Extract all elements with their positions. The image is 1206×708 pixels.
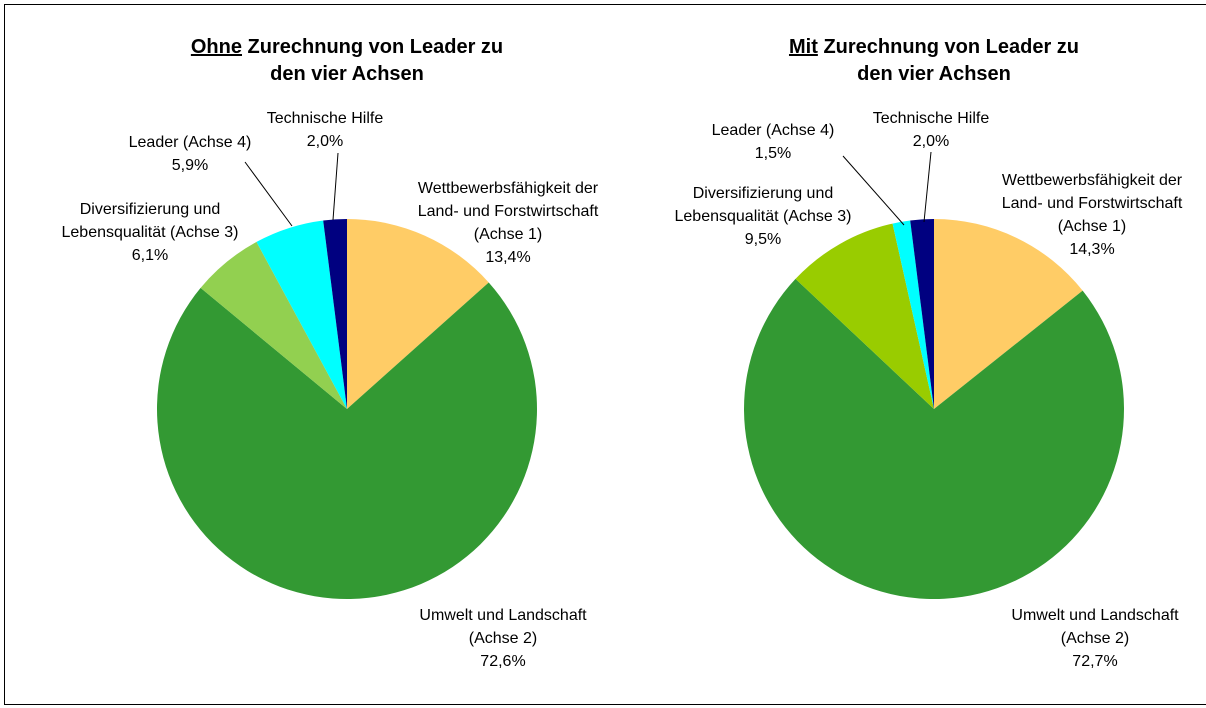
chart-title-line2: den vier Achsen <box>857 63 1011 85</box>
slice-category: Wettbewerbsfähigkeit der Land- und Forst… <box>417 180 599 243</box>
slice-value: 2,0% <box>912 133 950 150</box>
slice-label: Umwelt und Landschaft (Achse 2) 72,7% <box>1011 604 1178 673</box>
slice-value: 72,7% <box>1072 653 1118 670</box>
pie-slice <box>157 282 537 599</box>
slice-label: Wettbewerbsfähigkeit der Land- und Forst… <box>418 177 599 269</box>
title-emphasis: Mit <box>788 36 818 58</box>
slice-category: Umwelt und Landschaft (Achse 2) <box>1011 607 1179 647</box>
slice-category: Technische Hilfe <box>266 110 384 127</box>
pie-slice <box>744 278 1125 599</box>
chart-title: Mit Zurechnung von Leader zu <box>789 34 1079 61</box>
slice-label: Diversifizierung und Lebensqualität (Ach… <box>675 182 852 251</box>
pie-slice <box>892 220 934 409</box>
frame <box>4 4 1206 705</box>
slice-value: 13,4% <box>485 249 531 266</box>
leader-line <box>923 151 932 223</box>
slice-label: Leader (Achse 4) 1,5% <box>712 119 835 165</box>
slice-category: Leader (Achse 4) <box>711 122 835 139</box>
leader-line <box>332 152 339 221</box>
slice-value: 1,5% <box>754 145 792 162</box>
slice-category: Wettbewerbsfähigkeit der Land- und Forst… <box>1001 172 1183 235</box>
slice-label: Diversifizierung und Lebensqualität (Ach… <box>62 198 239 267</box>
slice-value: 72,6% <box>480 653 526 670</box>
slice-value: 5,9% <box>171 157 209 174</box>
slice-category: Technische Hilfe <box>872 110 990 127</box>
pie-slice <box>347 219 489 409</box>
pie-slice <box>910 219 934 409</box>
slice-value: 9,5% <box>744 231 782 248</box>
slice-label: Leader (Achse 4) 5,9% <box>129 131 252 177</box>
pie-slice <box>256 220 347 409</box>
chart-title-line2: den vier Achsen <box>270 63 424 85</box>
slice-label: Technische Hilfe 2,0% <box>267 107 384 153</box>
slice-value: 14,3% <box>1069 241 1115 258</box>
slice-category: Diversifizierung und Lebensqualität (Ach… <box>61 201 239 241</box>
leader-line <box>244 161 293 227</box>
slice-category: Diversifizierung und Lebensqualität (Ach… <box>674 185 852 225</box>
slice-category: Umwelt und Landschaft (Achse 2) <box>419 607 587 647</box>
leader-line <box>842 155 905 226</box>
title-emphasis: Ohne <box>190 36 242 58</box>
slice-label: Technische Hilfe 2,0% <box>873 107 990 153</box>
slice-value: 2,0% <box>306 133 344 150</box>
title-text: Zurechnung von Leader zu <box>247 36 504 58</box>
slice-label: Umwelt und Landschaft (Achse 2) 72,6% <box>419 604 586 673</box>
pie-slice <box>200 241 347 409</box>
title-text: Zurechnung von Leader zu <box>823 36 1080 58</box>
chart-title: Ohne Zurechnung von Leader zu <box>191 34 503 61</box>
pie-slice <box>323 219 347 409</box>
slice-label: Wettbewerbsfähigkeit der Land- und Forst… <box>1002 169 1183 261</box>
pie-slice <box>934 219 1083 409</box>
slice-value: 6,1% <box>131 247 169 264</box>
pie-slice <box>795 223 934 409</box>
slice-category: Leader (Achse 4) <box>128 134 252 151</box>
